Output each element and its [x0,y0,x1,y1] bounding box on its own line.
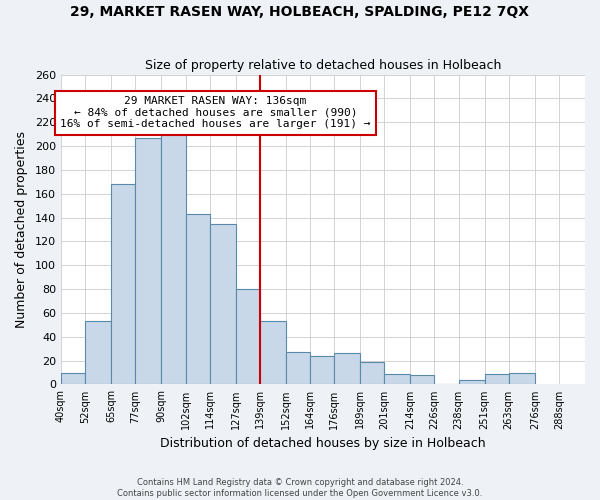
Bar [161,134,185,384]
Bar [136,138,161,384]
Text: Contains HM Land Registry data © Crown copyright and database right 2024.
Contai: Contains HM Land Registry data © Crown c… [118,478,482,498]
Bar [209,224,236,384]
Y-axis label: Number of detached properties: Number of detached properties [15,131,28,328]
Text: 29, MARKET RASEN WAY, HOLBEACH, SPALDING, PE12 7QX: 29, MARKET RASEN WAY, HOLBEACH, SPALDING… [71,5,530,19]
Bar [410,375,434,384]
Text: 29 MARKET RASEN WAY: 136sqm
← 84% of detached houses are smaller (990)
16% of se: 29 MARKET RASEN WAY: 136sqm ← 84% of det… [61,96,371,130]
Title: Size of property relative to detached houses in Holbeach: Size of property relative to detached ho… [145,59,501,72]
Bar [384,374,410,384]
Bar [111,184,136,384]
Bar [286,352,310,384]
Bar [236,289,260,384]
Bar [260,322,286,384]
Bar [61,372,85,384]
Bar [485,374,509,384]
Bar [310,356,334,384]
Bar [509,372,535,384]
X-axis label: Distribution of detached houses by size in Holbeach: Distribution of detached houses by size … [160,437,486,450]
Bar [458,380,485,384]
Bar [85,322,111,384]
Bar [185,214,209,384]
Bar [360,362,384,384]
Bar [334,354,360,384]
